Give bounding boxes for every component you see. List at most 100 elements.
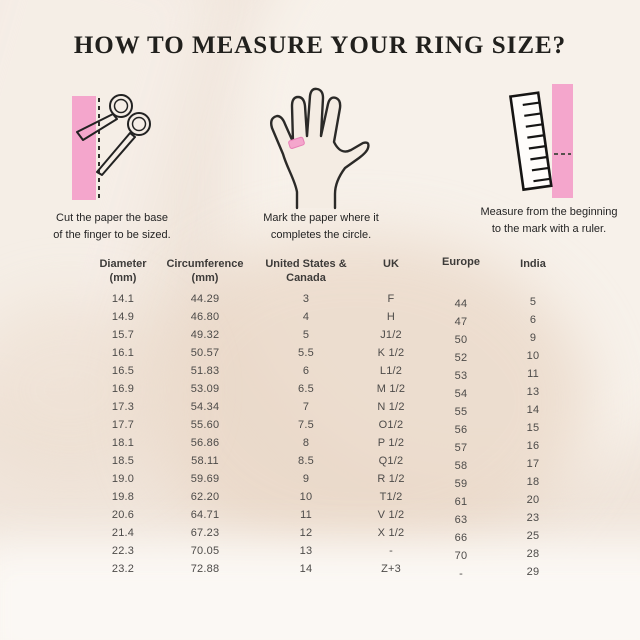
cell-diameter: 16.5 <box>111 364 135 377</box>
step-measure: Measure from the beginning to the mark w… <box>460 80 638 237</box>
step-caption: Cut the paper the base of the finger to … <box>28 210 196 243</box>
cell-europe: 66 <box>454 531 468 544</box>
cell-india: 20 <box>526 493 540 506</box>
cell-india: 25 <box>526 529 540 542</box>
cell-us-canada: 14 <box>299 562 313 575</box>
cell-us-canada: 13 <box>299 544 313 557</box>
cell-diameter: 22.3 <box>111 544 135 557</box>
cell-india: 15 <box>526 421 540 434</box>
cell-diameter: 17.7 <box>111 418 135 431</box>
cell-europe: 56 <box>454 423 468 436</box>
caption-line: of the finger to be sized. <box>53 228 171 241</box>
scissors-icon <box>72 94 151 200</box>
cell-europe: 47 <box>454 315 468 328</box>
table-header-row: Diameter (mm) Circumference (mm) United … <box>86 256 564 286</box>
cell-diameter: 23.2 <box>111 562 135 575</box>
cell-circumference: 53.09 <box>190 382 220 395</box>
cell-india: 28 <box>526 547 540 560</box>
cell-circumference: 56.86 <box>190 436 220 449</box>
cell-diameter: 21.4 <box>111 526 135 539</box>
cell-india: 18 <box>526 475 540 488</box>
cell-india: 29 <box>526 565 540 578</box>
cell-diameter: 14.9 <box>111 310 135 323</box>
cell-us-canada: 7.5 <box>298 418 314 431</box>
cell-europe: 54 <box>454 387 468 400</box>
cell-europe: 63 <box>454 513 468 526</box>
cell-europe: 53 <box>454 369 468 382</box>
header-diameter: Diameter (mm) <box>99 258 147 285</box>
cell-india: 23 <box>526 511 540 524</box>
cell-europe: 57 <box>454 441 468 454</box>
table-body: 14.1 44.29 3 F 44 5 14.9 46.80 4 H 47 6 … <box>86 293 564 581</box>
cell-europe: 44 <box>454 297 468 310</box>
cell-us-canada: 11 <box>300 508 312 521</box>
cell-us-canada: 8 <box>302 436 310 449</box>
header-india: India <box>520 258 546 270</box>
cell-us-canada: 5 <box>302 328 310 341</box>
cell-circumference: 49.32 <box>190 328 220 341</box>
cell-us-canada: 10 <box>299 490 313 503</box>
cell-circumference: 72.88 <box>190 562 220 575</box>
cell-diameter: 16.9 <box>111 382 135 395</box>
ruler-illustration <box>460 80 638 204</box>
cell-circumference: 51.83 <box>190 364 220 377</box>
cell-circumference: 67.23 <box>190 526 220 539</box>
cell-uk: J1/2 <box>380 328 402 341</box>
cell-uk: L1/2 <box>379 364 403 377</box>
header-circumference: Circumference (mm) <box>166 258 244 285</box>
cell-india: 6 <box>529 313 537 326</box>
cell-us-canada: 5.5 <box>298 346 314 359</box>
cell-europe: 50 <box>454 333 468 346</box>
cell-uk: H <box>386 310 396 323</box>
table-row: 23.2 72.88 14 Z+3 - 29 <box>86 563 564 581</box>
paper-strip <box>72 96 96 200</box>
table-row: 21.4 67.23 12 X 1/2 66 25 <box>86 527 564 545</box>
cell-europe: 55 <box>454 405 468 418</box>
cell-circumference: 59.69 <box>190 472 220 485</box>
cell-circumference: 44.29 <box>190 292 220 305</box>
cell-diameter: 17.3 <box>111 400 135 413</box>
header-uk: UK <box>383 258 399 270</box>
table-row: 14.9 46.80 4 H 47 6 <box>86 311 564 329</box>
caption-line: Measure from the beginning <box>480 206 618 218</box>
cell-diameter: 18.1 <box>111 436 135 449</box>
cell-us-canada: 6.5 <box>298 382 314 395</box>
cell-uk: K 1/2 <box>377 346 405 359</box>
cell-uk: R 1/2 <box>377 472 405 485</box>
hand-icon <box>269 87 370 210</box>
cell-diameter: 16.1 <box>111 346 135 359</box>
cell-uk: Z+3 <box>381 562 401 575</box>
cell-diameter: 15.7 <box>111 328 135 341</box>
cell-diameter: 20.6 <box>111 508 135 521</box>
step-caption: Mark the paper where it completes the ci… <box>236 210 406 243</box>
cell-us-canada: 8.5 <box>298 454 314 467</box>
cell-uk: F <box>387 292 395 305</box>
step-cut: Cut the paper the base of the finger to … <box>28 86 196 243</box>
ring-size-table: Diameter (mm) Circumference (mm) United … <box>86 256 564 581</box>
table-row: 22.3 70.05 13 - 70 28 <box>86 545 564 563</box>
step-caption: Measure from the beginning to the mark w… <box>460 204 638 237</box>
cell-europe: - <box>459 567 463 580</box>
cell-india: 10 <box>526 349 540 362</box>
cell-uk: T1/2 <box>379 490 403 503</box>
caption-line: to the mark with a ruler. <box>491 222 607 235</box>
cell-us-canada: 6 <box>302 364 310 377</box>
cell-circumference: 70.05 <box>190 544 220 557</box>
cell-uk: - <box>389 544 393 557</box>
cell-circumference: 55.60 <box>190 418 220 431</box>
page-title: HOW TO MEASURE YOUR RING SIZE? <box>73 32 567 59</box>
cell-circumference: 58.11 <box>191 454 219 467</box>
cell-india: 14 <box>526 403 540 416</box>
cell-us-canada: 4 <box>302 310 310 323</box>
cell-circumference: 64.71 <box>190 508 220 521</box>
table-row: 14.1 44.29 3 F 44 5 <box>86 293 564 311</box>
cell-europe: 52 <box>454 351 468 364</box>
cell-circumference: 50.57 <box>190 346 220 359</box>
cell-us-canada: 12 <box>299 526 313 539</box>
step-mark: Mark the paper where it completes the ci… <box>236 86 406 243</box>
cell-uk: N 1/2 <box>377 400 405 413</box>
table-row: 18.1 56.86 8 P 1/2 57 16 <box>86 437 564 455</box>
measure-strip <box>552 84 573 198</box>
table-row: 17.7 55.60 7.5 O1/2 56 15 <box>86 419 564 437</box>
cell-india: 13 <box>526 385 540 398</box>
